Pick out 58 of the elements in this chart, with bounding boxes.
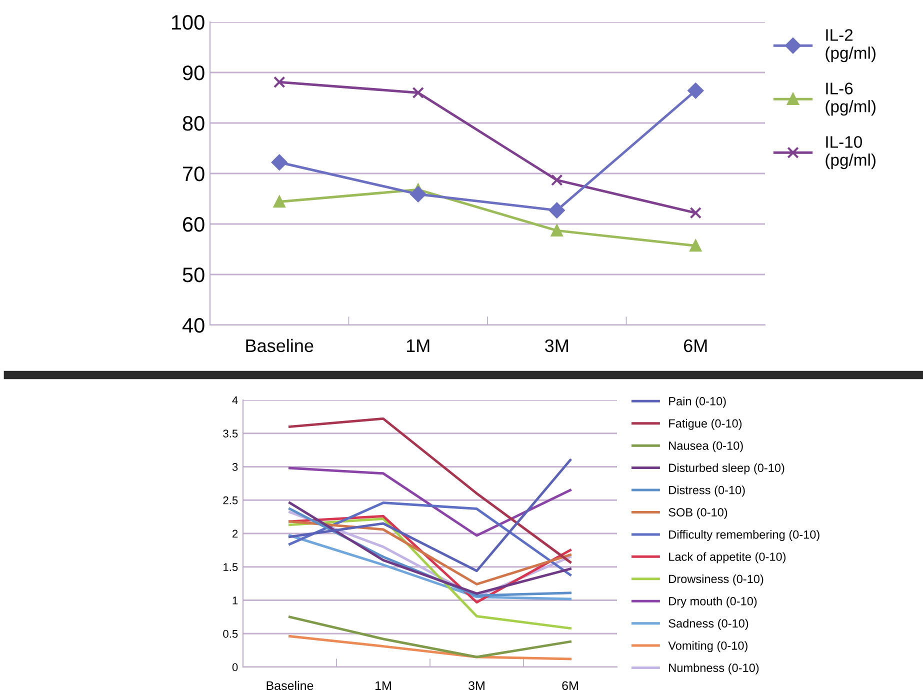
point (273, 76, 286, 88)
legend-label: Numbness (0-10) (669, 663, 759, 674)
legend-label: Pain (0-10) (669, 396, 726, 408)
legend-label: IL-10 (pg/ml) (826, 136, 876, 170)
point (688, 82, 704, 99)
point (548, 202, 565, 218)
x-tick-label: 3M (468, 681, 484, 690)
y-tick-label: 100 (172, 15, 204, 30)
y-tick-label: 3 (232, 463, 238, 471)
line-series (288, 466, 572, 537)
y-tick-label: 4 (232, 396, 238, 404)
legend-label: Vomiting (0-10) (668, 641, 748, 652)
point (690, 206, 702, 219)
legend-label: Lack of appetite (0-10) (669, 552, 786, 564)
y-tick-label: 2.5 (223, 496, 238, 504)
line-series (288, 458, 572, 572)
y-tick-label: 50 (182, 268, 204, 282)
legend-label: IL-2 (pg/ml) (826, 29, 876, 62)
legend-label: Nausea (0-10) (669, 441, 743, 452)
legend-label: Disturbed sleep (0-10) (669, 463, 784, 474)
y-tick-label: 90 (182, 66, 204, 80)
legend-label: SOB (0-10) (668, 508, 728, 519)
line-series (288, 520, 572, 586)
y-tick-label: 80 (182, 116, 204, 131)
point (550, 174, 563, 186)
legend-label: Fatigue (0-10) (669, 418, 742, 430)
point (412, 86, 424, 99)
y-tick-label: 2 (232, 530, 238, 538)
y-tick-label: 0.5 (223, 630, 238, 638)
y-tick-label: 1 (232, 596, 238, 604)
y-tick-label: 1.5 (224, 563, 238, 572)
x-tick-label: Baseline (246, 338, 314, 352)
x-tick-label: 1M (406, 340, 430, 352)
x-tick-label: 3M (545, 339, 568, 352)
x-tick-label: 6M (684, 339, 707, 352)
y-tick-label: 40 (182, 318, 204, 333)
line-series (288, 616, 572, 658)
y-tick-label: 3.5 (223, 430, 238, 438)
point (550, 224, 563, 236)
line-series (288, 635, 572, 660)
line-series (288, 502, 572, 576)
y-tick-label: 60 (183, 217, 204, 232)
y-tick-label: 0 (232, 663, 238, 672)
legend-label: Sadness (0-10) (668, 618, 748, 630)
legend-label: Dry mouth (0-10) (669, 596, 757, 608)
x-tick-label: 6M (562, 681, 578, 690)
x-tick-label: Baseline (266, 680, 314, 690)
line-series (288, 417, 572, 564)
x-tick-label: 1M (376, 681, 391, 690)
legend-label: Drowsiness (0-10) (669, 574, 764, 586)
legend-label: IL-6 (pg/ml) (826, 82, 876, 116)
legend-label: Distress (0-10) (669, 486, 745, 497)
point (273, 196, 286, 208)
point (690, 240, 702, 252)
y-tick-label: 70 (183, 166, 204, 182)
legend-label: Difficulty remembering (0-10) (669, 530, 820, 542)
point (410, 186, 426, 202)
point (271, 154, 288, 170)
